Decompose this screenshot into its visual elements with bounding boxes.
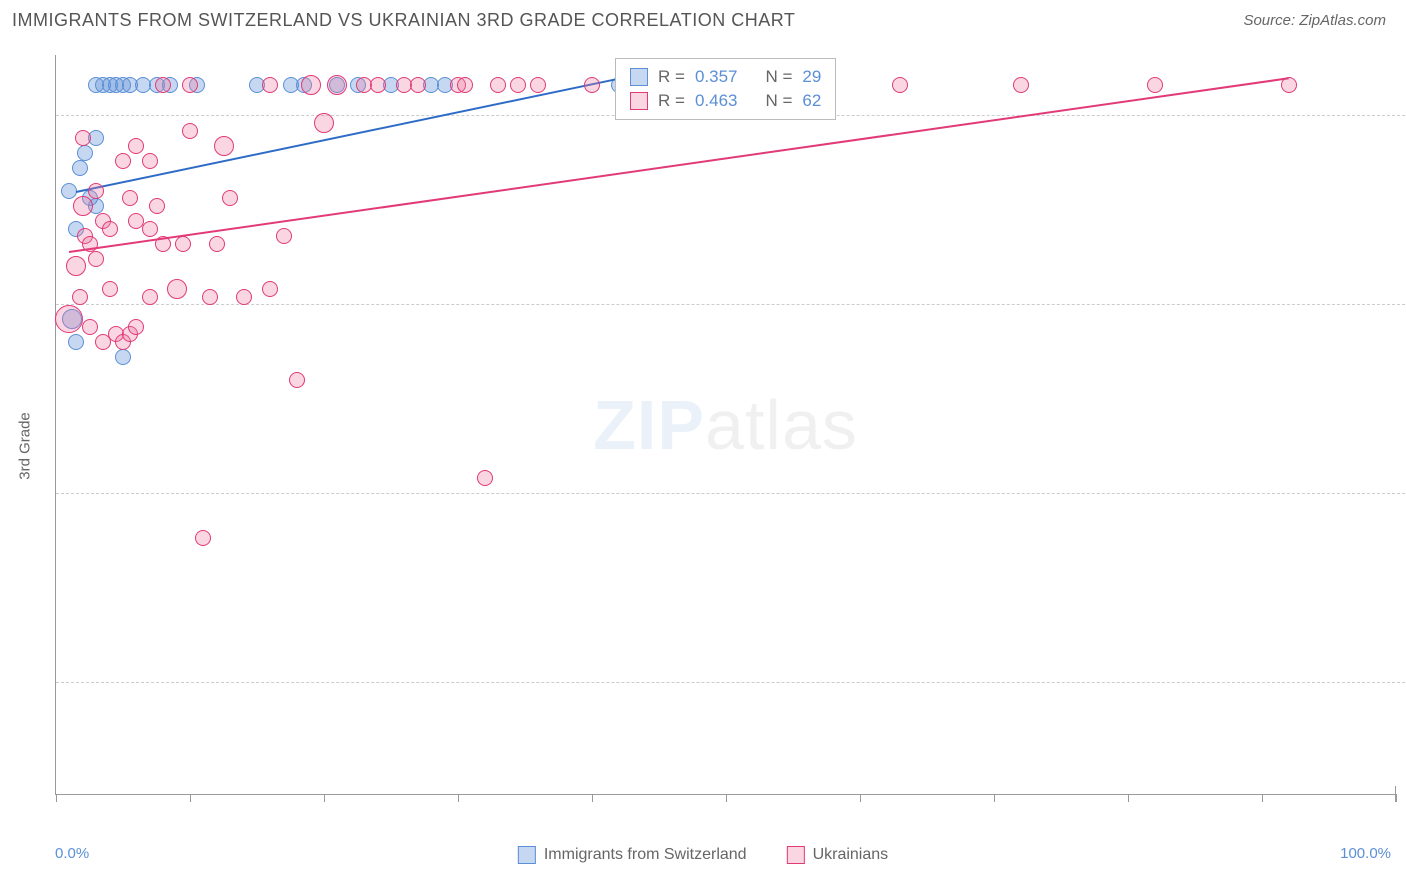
data-point-ukrainian xyxy=(510,77,526,93)
data-point-ukrainian xyxy=(115,153,131,169)
data-point-ukrainian xyxy=(182,123,198,139)
stats-swatch-icon xyxy=(630,92,648,110)
data-point-ukrainian xyxy=(55,305,83,333)
data-point-ukrainian xyxy=(167,279,187,299)
data-point-ukrainian xyxy=(209,236,225,252)
data-point-ukrainian xyxy=(490,77,506,93)
data-point-ukrainian xyxy=(142,221,158,237)
legend-swatch-icon xyxy=(518,846,536,864)
legend: Immigrants from Switzerland Ukrainians xyxy=(518,846,888,864)
stats-swatch-icon xyxy=(630,68,648,86)
x-tick xyxy=(190,794,191,802)
stats-box: R = 0.357 N = 29 R = 0.463 N = 62 xyxy=(615,58,836,120)
data-point-ukrainian xyxy=(75,130,91,146)
n-label: N = xyxy=(765,67,792,87)
data-point-ukrainian xyxy=(892,77,908,93)
x-axis-label-min: 0.0% xyxy=(55,845,89,862)
n-value: 29 xyxy=(802,67,821,87)
r-value: 0.463 xyxy=(695,91,738,111)
data-point-ukrainian xyxy=(128,319,144,335)
watermark-atlas: atlas xyxy=(705,386,858,464)
data-point-ukrainian xyxy=(66,256,86,276)
data-point-ukrainian xyxy=(202,289,218,305)
gridline: 95.0% xyxy=(56,493,1405,494)
x-tick xyxy=(860,794,861,802)
header: IMMIGRANTS FROM SWITZERLAND VS UKRAINIAN… xyxy=(0,0,1406,41)
x-tick xyxy=(1262,794,1263,802)
n-value: 62 xyxy=(802,91,821,111)
stats-row-swiss: R = 0.357 N = 29 xyxy=(630,65,821,89)
data-point-ukrainian xyxy=(142,289,158,305)
legend-label: Ukrainians xyxy=(813,846,889,864)
data-point-swiss xyxy=(72,160,88,176)
r-value: 0.357 xyxy=(695,67,738,87)
data-point-ukrainian xyxy=(262,281,278,297)
data-point-ukrainian xyxy=(155,77,171,93)
data-point-ukrainian xyxy=(289,372,305,388)
data-point-ukrainian xyxy=(1147,77,1163,93)
y-axis-title: 3rd Grade xyxy=(17,412,34,480)
data-point-swiss xyxy=(68,334,84,350)
data-point-ukrainian xyxy=(370,77,386,93)
chart-plot-area: ZIPatlas 92.5%95.0%97.5%100.0% xyxy=(55,55,1395,795)
data-point-swiss xyxy=(115,349,131,365)
data-point-ukrainian xyxy=(236,289,252,305)
data-point-ukrainian xyxy=(142,153,158,169)
data-point-ukrainian xyxy=(175,236,191,252)
data-point-ukrainian xyxy=(457,77,473,93)
data-point-ukrainian xyxy=(72,289,88,305)
data-point-ukrainian xyxy=(182,77,198,93)
data-point-ukrainian xyxy=(82,319,98,335)
source-attribution: Source: ZipAtlas.com xyxy=(1243,12,1386,29)
x-tick xyxy=(56,794,57,802)
x-tick xyxy=(1128,794,1129,802)
data-point-ukrainian xyxy=(195,530,211,546)
legend-item-swiss: Immigrants from Switzerland xyxy=(518,846,747,864)
r-label: R = xyxy=(658,67,685,87)
data-point-ukrainian xyxy=(122,190,138,206)
data-point-ukrainian xyxy=(530,77,546,93)
x-tick xyxy=(994,794,995,802)
legend-label: Immigrants from Switzerland xyxy=(544,846,747,864)
data-point-ukrainian xyxy=(88,251,104,267)
trend-line-swiss xyxy=(76,78,619,193)
data-point-ukrainian xyxy=(301,75,321,95)
data-point-ukrainian xyxy=(276,228,292,244)
chart-title: IMMIGRANTS FROM SWITZERLAND VS UKRAINIAN… xyxy=(12,10,795,31)
x-tick xyxy=(726,794,727,802)
gridline: 92.5% xyxy=(56,682,1405,683)
legend-item-ukrainian: Ukrainians xyxy=(787,846,889,864)
watermark: ZIPatlas xyxy=(593,385,858,465)
data-point-ukrainian xyxy=(477,470,493,486)
r-label: R = xyxy=(658,91,685,111)
data-point-ukrainian xyxy=(149,198,165,214)
watermark-zip: ZIP xyxy=(593,386,705,464)
gridline: 97.5% xyxy=(56,304,1405,305)
data-point-ukrainian xyxy=(262,77,278,93)
data-point-ukrainian xyxy=(128,138,144,154)
data-point-ukrainian xyxy=(584,77,600,93)
data-point-ukrainian xyxy=(73,196,93,216)
data-point-ukrainian xyxy=(314,113,334,133)
x-tick xyxy=(324,794,325,802)
x-tick xyxy=(458,794,459,802)
data-point-ukrainian xyxy=(214,136,234,156)
data-point-ukrainian xyxy=(102,221,118,237)
data-point-ukrainian xyxy=(327,75,347,95)
data-point-ukrainian xyxy=(88,183,104,199)
data-point-swiss xyxy=(77,145,93,161)
data-point-ukrainian xyxy=(1013,77,1029,93)
data-point-ukrainian xyxy=(102,281,118,297)
data-point-ukrainian xyxy=(222,190,238,206)
x-tick xyxy=(1396,794,1397,802)
legend-swatch-icon xyxy=(787,846,805,864)
data-point-ukrainian xyxy=(410,77,426,93)
stats-row-ukrainian: R = 0.463 N = 62 xyxy=(630,89,821,113)
x-axis-label-max: 100.0% xyxy=(1340,845,1391,862)
n-label: N = xyxy=(765,91,792,111)
x-tick xyxy=(592,794,593,802)
